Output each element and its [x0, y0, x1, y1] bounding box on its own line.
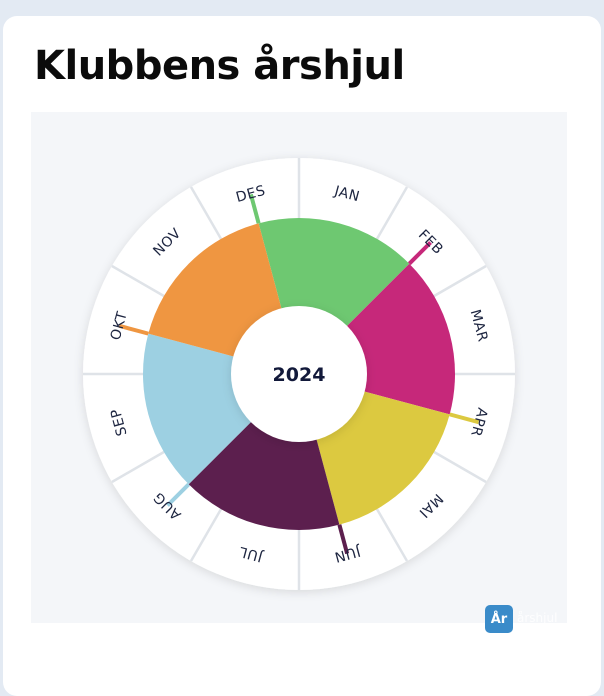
period-marker [248, 193, 261, 224]
center-circle [231, 306, 367, 442]
month-label-sep[interactable]: SEP [108, 407, 131, 438]
month-label-jun[interactable]: JUN [332, 542, 363, 565]
month-divider [111, 264, 165, 298]
month-label-okt[interactable]: OKT [108, 310, 131, 342]
period-marker [407, 241, 432, 266]
month-divider [189, 508, 223, 562]
month-label-apr[interactable]: APR [467, 406, 490, 438]
month-divider [433, 264, 487, 298]
logo-label: årshjul [517, 611, 558, 625]
month-divider [189, 186, 223, 240]
month-divider [375, 186, 409, 240]
month-label-des[interactable]: DES [234, 183, 267, 206]
page-title: Klubbens årshjul [34, 43, 405, 89]
month-divider [375, 508, 409, 562]
period-marker [118, 323, 149, 336]
period-marker [337, 524, 350, 555]
month-label-jan[interactable]: JAN [332, 183, 362, 205]
wheel-panel: JAN FEB MAR APR MAI JUN JUL AUG SEP OKT NOV DES 202… [31, 112, 567, 623]
period-marker [449, 412, 480, 425]
month-divider [111, 450, 165, 484]
arshjul-logo[interactable]: År [485, 605, 513, 633]
month-divider [433, 450, 487, 484]
year-label: 2024 [273, 364, 326, 386]
period-marker [166, 482, 191, 507]
month-label-jul[interactable]: JUL [237, 543, 265, 565]
